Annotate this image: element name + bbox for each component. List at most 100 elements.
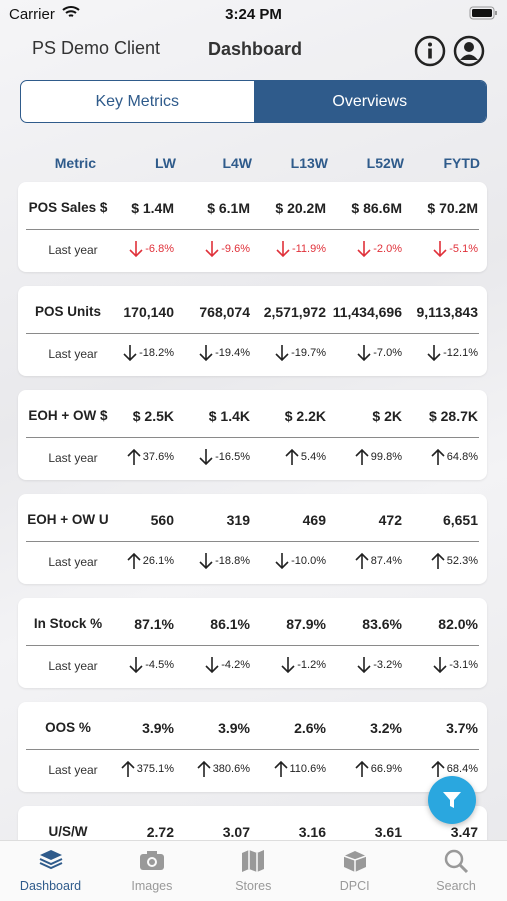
arrow-down xyxy=(199,553,213,570)
arrow-up xyxy=(127,552,141,569)
metric-value: $ 2.5K xyxy=(132,408,174,424)
metric-value: 2,571,972 xyxy=(263,304,326,320)
metric-value: 3.9% xyxy=(218,720,250,736)
change-value: -3.2% xyxy=(373,659,402,671)
column-header: Metric xyxy=(54,155,96,171)
metric-value: 469 xyxy=(302,512,326,528)
change-cell: -4.2% xyxy=(172,656,250,674)
nav-item[interactable]: Images xyxy=(101,847,202,893)
arrow-down xyxy=(205,241,219,258)
arrow-up xyxy=(431,552,445,569)
metric-value: $ 2K xyxy=(372,408,402,424)
change-cell: -4.5% xyxy=(96,656,174,674)
change-cell: 52.3% xyxy=(400,552,478,570)
nav-label: Stores xyxy=(235,879,272,893)
change-cell: 380.6% xyxy=(172,760,250,778)
metric-card: OOS % 3.9% 3.9% 2.6% 3.2% 3.7% Last year 375.1%… xyxy=(18,702,487,792)
compare-label: Last year xyxy=(48,555,98,569)
metric-value: $ 6.1M xyxy=(207,200,250,216)
filter-button[interactable] xyxy=(428,776,476,824)
arrow-down xyxy=(433,241,447,258)
nav-label: DPCI xyxy=(339,879,370,893)
change-value: 66.9% xyxy=(370,763,402,775)
nav-icon xyxy=(343,851,366,872)
metric-value: $ 28.7K xyxy=(428,408,478,424)
metric-name: U/S/W xyxy=(48,824,88,839)
change-value: -19.7% xyxy=(291,347,326,359)
arrow-up xyxy=(197,760,211,777)
metric-card: EOH + OW U 560 319 469 472 6,651 Last year 26.1… xyxy=(18,494,487,584)
metric-value: 3.7% xyxy=(446,720,478,736)
change-cell: 66.9% xyxy=(324,760,402,778)
metric-value: 472 xyxy=(378,512,402,528)
metric-value: $ 2.2K xyxy=(284,408,326,424)
info-button[interactable] xyxy=(414,35,446,67)
tab-switcher: Key Metrics Overviews xyxy=(20,80,487,123)
metric-value: $ 1.4K xyxy=(208,408,250,424)
change-cell: -3.1% xyxy=(400,656,478,674)
change-value: 26.1% xyxy=(142,555,174,567)
metric-name: POS Units xyxy=(34,304,101,319)
change-cell: 110.6% xyxy=(248,760,326,778)
nav-item[interactable]: DPCI xyxy=(304,847,405,893)
metric-value: 3.07 xyxy=(222,824,250,840)
compare-label: Last year xyxy=(48,347,98,361)
change-value: -4.2% xyxy=(221,659,250,671)
change-value: -3.1% xyxy=(449,659,478,671)
change-value: -4.5% xyxy=(145,659,174,671)
divider xyxy=(26,229,479,230)
divider xyxy=(26,541,479,542)
metric-value: 560 xyxy=(150,512,174,528)
metric-value: 9,113,843 xyxy=(416,304,478,320)
tab-bar: Dashboard Images Stores DPCI Search xyxy=(0,840,507,901)
arrow-up xyxy=(127,448,141,465)
metric-value: $ 86.6M xyxy=(351,200,402,216)
metric-value: 86.1% xyxy=(210,616,250,632)
nav-item[interactable]: Stores xyxy=(203,847,304,893)
metric-name: In Stock % xyxy=(33,616,103,631)
change-cell: -3.2% xyxy=(324,656,402,674)
arrow-down xyxy=(275,345,289,362)
nav-label: Dashboard xyxy=(19,879,82,893)
change-value: 37.6% xyxy=(142,451,174,463)
change-cell: -1.2% xyxy=(248,656,326,674)
column-header: FYTD xyxy=(443,155,480,171)
change-cell: -18.8% xyxy=(172,552,250,570)
arrow-up xyxy=(285,448,299,465)
carrier: Carrier xyxy=(9,6,55,23)
change-cell: -5.1% xyxy=(400,240,478,258)
change-value: 110.6% xyxy=(289,763,327,775)
arrow-up xyxy=(431,448,445,465)
change-value: -16.5% xyxy=(215,451,250,463)
metric-value: 3.9% xyxy=(142,720,174,736)
arrow-down xyxy=(199,345,213,362)
change-value: 380.6% xyxy=(212,763,250,775)
nav-icon xyxy=(139,851,164,870)
change-cell: 64.8% xyxy=(400,448,478,466)
change-value: -2.0% xyxy=(373,243,402,255)
change-value: -19.4% xyxy=(215,347,250,359)
profile-button[interactable] xyxy=(453,35,485,67)
change-cell: -16.5% xyxy=(172,448,250,466)
arrow-down xyxy=(199,449,213,466)
change-cell: 87.4% xyxy=(324,552,402,570)
tab[interactable]: Key Metrics xyxy=(95,92,180,110)
metric-name: EOH + OW $ xyxy=(28,408,108,423)
nav-icon xyxy=(242,850,265,872)
change-cell: 26.1% xyxy=(96,552,174,570)
change-cell: 37.6% xyxy=(96,448,174,466)
change-value: 375.1% xyxy=(136,763,174,775)
metric-value: 87.1% xyxy=(134,616,174,632)
change-cell: -11.9% xyxy=(248,240,326,258)
tab[interactable]: Overviews xyxy=(253,81,486,122)
change-value: 87.4% xyxy=(370,555,402,567)
nav-item[interactable]: Dashboard xyxy=(0,847,101,893)
change-cell: 68.4% xyxy=(400,760,478,778)
metric-card: POS Units 170,140 768,074 2,571,972 11,434,6… xyxy=(18,286,487,376)
nav-item[interactable]: Search xyxy=(406,847,507,893)
change-cell: -12.1% xyxy=(400,344,478,362)
nav-icon xyxy=(39,850,62,870)
change-cell: 375.1% xyxy=(96,760,174,778)
change-cell: -19.7% xyxy=(248,344,326,362)
